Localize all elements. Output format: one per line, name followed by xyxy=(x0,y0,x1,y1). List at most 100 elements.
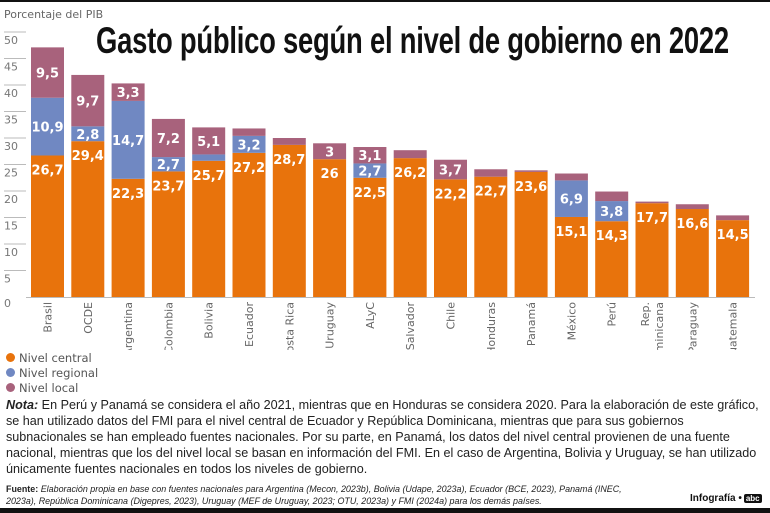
bar-segment-central xyxy=(554,216,588,297)
y-tick-label: 20 xyxy=(4,193,18,206)
bar-segment-local xyxy=(595,191,629,202)
data-label: 7,2 xyxy=(157,132,180,147)
y-tick-label: 0 xyxy=(4,297,11,310)
x-tick-label: México xyxy=(565,302,578,341)
data-label: 2,8 xyxy=(76,128,99,143)
stacked-bar-chart: 0 5 10 15 20 25 30 35 40 45 50 26,7 10,9 9,5 Brasil 29,… xyxy=(4,31,755,350)
y-tick-label: 45 xyxy=(4,61,18,74)
data-label: 23,6 xyxy=(515,180,547,195)
source-text: Elaboración propia en base con fuentes n… xyxy=(6,484,622,507)
bar-segment-central xyxy=(111,178,145,297)
data-label: 23,7 xyxy=(152,179,184,194)
local-swatch xyxy=(6,383,15,392)
note-text: En Perú y Panamá se considera el año 202… xyxy=(6,398,759,476)
bar-segment-regional xyxy=(111,100,145,179)
y-tick-label: 35 xyxy=(4,114,18,127)
bar-segment-central xyxy=(514,171,548,297)
legend-label: Nivel central xyxy=(19,350,92,365)
data-label: 15,1 xyxy=(555,225,587,240)
bar-segment-regional xyxy=(31,97,64,156)
bar-segment-central xyxy=(192,160,226,297)
x-tick-label: Rep. xyxy=(639,302,652,326)
data-label: 14,3 xyxy=(596,229,628,244)
bar-segment-local xyxy=(272,138,306,145)
bar-segment-central xyxy=(71,141,105,297)
x-tick-label: Guatemala xyxy=(727,302,740,350)
bar-segment-central xyxy=(232,152,266,297)
bar-segment-central xyxy=(313,159,347,297)
bar-segment-central xyxy=(151,171,185,297)
bar-segment-local xyxy=(474,169,508,177)
bar-segment-local xyxy=(393,150,427,159)
bar-segment-regional xyxy=(554,180,588,217)
x-tick-label: Panamá xyxy=(525,302,538,346)
data-label: 3,3 xyxy=(117,86,140,101)
bar-segment-regional xyxy=(151,157,185,172)
bar-segment-central xyxy=(675,209,709,297)
x-tick-label: Uruguay xyxy=(324,302,337,349)
bar-segment-local xyxy=(192,127,226,155)
x-tick-label: Colombia xyxy=(162,302,175,350)
data-label: 16,6 xyxy=(676,217,708,232)
x-tick-label: Ecuador xyxy=(243,302,256,347)
y-tick-label: 50 xyxy=(4,34,18,47)
note: Nota: En Perú y Panamá se considera el a… xyxy=(6,397,766,477)
data-label: 25,7 xyxy=(193,169,225,184)
bar-segment-local xyxy=(31,47,64,98)
data-label: 26,7 xyxy=(31,163,63,178)
bar-segment-central xyxy=(31,155,64,297)
y-tick-label: 5 xyxy=(4,273,11,286)
y-tick-label: 30 xyxy=(4,140,18,153)
legend-item-regional: Nivel regional xyxy=(6,365,98,380)
bar-segment-local xyxy=(554,173,588,181)
data-label: 22,2 xyxy=(434,187,466,202)
x-tick-label: Chile xyxy=(445,302,458,330)
regional-swatch xyxy=(6,368,15,377)
legend-item-central: Nivel central xyxy=(6,350,98,365)
bar-segment-local xyxy=(353,147,387,164)
bar-segment-local xyxy=(675,204,709,210)
bar-segment-local xyxy=(151,118,185,158)
data-label: 22,7 xyxy=(475,185,507,200)
credit-label: Infografía • xyxy=(690,493,742,504)
bar-segment-local xyxy=(232,128,266,136)
bar-segment-regional xyxy=(232,135,266,153)
bar-segment-central xyxy=(393,158,427,297)
bar-segment-central xyxy=(716,220,750,297)
data-label: 22,5 xyxy=(354,186,386,201)
x-tick-label: Paraguay xyxy=(686,302,699,350)
data-label: 26 xyxy=(321,167,339,182)
legend-label: Nivel local xyxy=(19,380,79,395)
data-label: 3,7 xyxy=(439,164,462,179)
x-tick-label: Argentina xyxy=(122,302,135,350)
x-tick-label: El Salvador xyxy=(404,302,417,350)
x-tick-label: OCDE xyxy=(82,302,95,334)
legend: Nivel central Nivel regional Nivel local xyxy=(6,350,98,395)
source-label: Fuente: xyxy=(6,484,39,495)
x-tick-label: Bolivia xyxy=(203,302,216,339)
data-label: 28,7 xyxy=(273,153,305,168)
bar-segment-regional xyxy=(353,163,387,178)
bar-segment-local xyxy=(514,170,548,172)
data-label: 14,5 xyxy=(717,228,749,243)
top-rule xyxy=(0,0,770,2)
data-label: 29,4 xyxy=(72,149,104,164)
bar-segment-regional xyxy=(71,126,105,142)
bar-segment-central xyxy=(272,144,306,297)
bar-segment-central xyxy=(353,177,387,297)
data-label: 2,7 xyxy=(157,158,180,173)
y-tick-label: 15 xyxy=(4,220,18,233)
data-label: 3 xyxy=(325,145,334,160)
bar-segment-regional xyxy=(595,201,629,222)
data-label: 3,1 xyxy=(358,149,381,164)
note-label: Nota: xyxy=(6,398,39,412)
data-label: 9,7 xyxy=(76,95,99,110)
bar-segment-local xyxy=(313,143,347,160)
bar-segment-local xyxy=(716,215,750,221)
x-tick-label: Brasil xyxy=(42,302,55,333)
bottom-rule xyxy=(0,508,770,513)
data-label: 3,8 xyxy=(600,205,623,220)
x-tick-label: Perú xyxy=(606,302,619,327)
bar-segment-central xyxy=(434,179,467,297)
bar-segment-local xyxy=(434,159,467,180)
